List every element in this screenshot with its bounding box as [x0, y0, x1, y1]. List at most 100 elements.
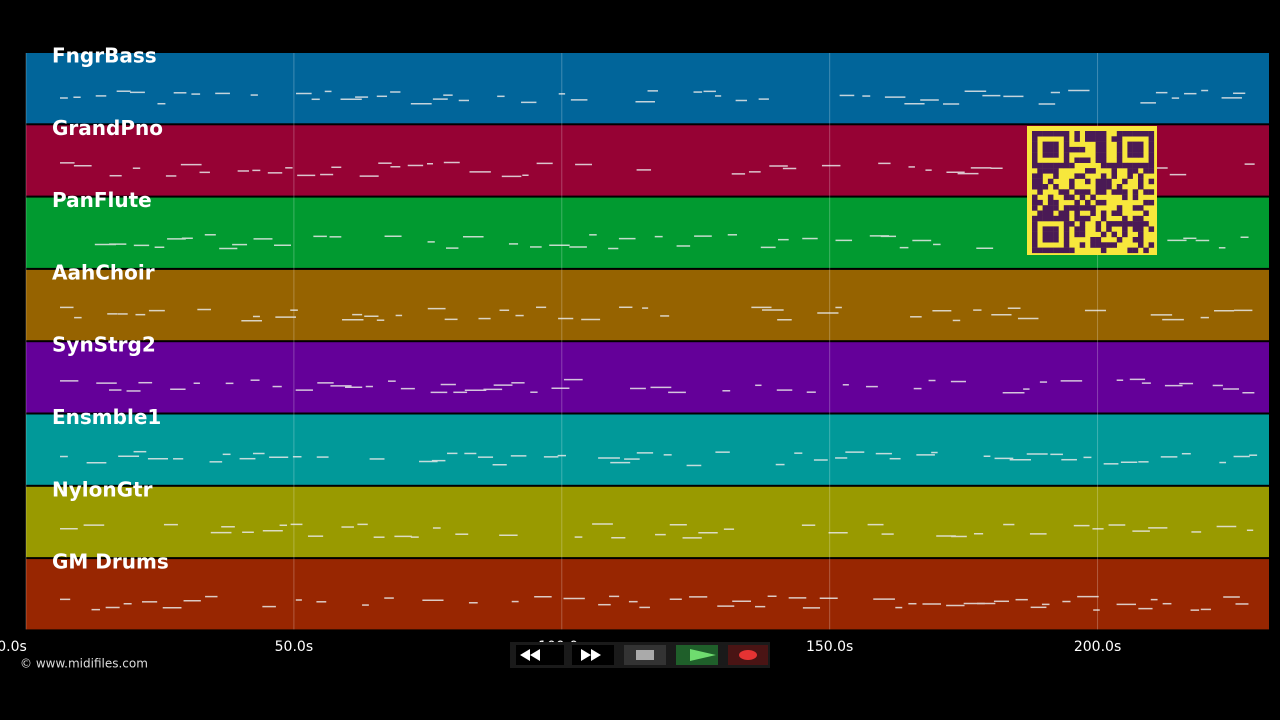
qr-cell [1053, 146, 1059, 153]
qr-cell [1132, 215, 1139, 222]
qr-cell [1032, 141, 1038, 148]
qr-cell [1127, 146, 1133, 153]
qr-cell [1100, 146, 1107, 153]
qr-cell [1100, 189, 1107, 195]
qr-cell [1127, 221, 1133, 227]
qr-cell [1090, 205, 1096, 211]
qr-cell [1042, 162, 1049, 169]
transport-controls [510, 642, 770, 668]
qr-cell [1100, 231, 1107, 238]
qr-cell [1063, 242, 1070, 248]
qr-cell [1100, 247, 1107, 254]
forward-button[interactable] [572, 645, 614, 665]
qr-cell [1042, 131, 1049, 137]
qr-cell [1106, 242, 1112, 248]
qr-cell [1132, 189, 1139, 195]
qr-cell [1090, 131, 1096, 137]
qr-cell [1111, 210, 1117, 216]
qr-cell [1095, 199, 1102, 206]
qr-cell [1095, 237, 1102, 243]
qr-cell [1127, 173, 1133, 179]
qr-cell [1132, 131, 1139, 137]
qr-cell [1111, 231, 1117, 238]
qr-cell [1122, 221, 1128, 227]
qr-cell [1143, 221, 1149, 227]
qr-cell [1106, 226, 1112, 232]
qr-cell [1116, 131, 1123, 137]
qr-cell [1063, 221, 1070, 227]
qr-cell [1138, 173, 1144, 179]
qr-cell [1116, 237, 1123, 243]
qr-cell [1032, 247, 1038, 254]
qr-cell [1063, 152, 1070, 158]
track-name: Ensmble1 [52, 405, 161, 429]
qr-cell [1106, 178, 1112, 185]
qr-cell [1132, 205, 1139, 211]
qr-cell [1095, 141, 1102, 148]
qr-cell [1053, 231, 1059, 238]
qr-cell [1079, 173, 1086, 179]
play-button[interactable] [676, 645, 718, 665]
qr-cell [1095, 152, 1102, 158]
track-name: GrandPno [52, 116, 163, 140]
qr-cell [1106, 184, 1112, 190]
qr-cell [1138, 231, 1144, 238]
qr-cell [1032, 157, 1038, 163]
qr-cell [1047, 146, 1054, 153]
qr-cell [1148, 162, 1155, 169]
qr-cell [1148, 226, 1155, 232]
qr-cell [1074, 199, 1080, 206]
qr-cell [1074, 136, 1080, 142]
qr-cell [1058, 189, 1064, 195]
qr-cell [1095, 189, 1102, 195]
record-button[interactable] [728, 645, 768, 665]
stop-button[interactable] [624, 645, 666, 665]
qr-cell [1037, 178, 1043, 185]
qr-cell [1100, 157, 1107, 163]
qr-cell [1132, 152, 1139, 158]
qr-cell [1032, 205, 1038, 211]
notes [60, 450, 1258, 467]
qr-cell [1053, 247, 1059, 254]
qr-cell [1138, 242, 1144, 248]
qr-cell [1069, 221, 1075, 227]
qr-cell [1037, 210, 1043, 216]
qr-cell [1085, 131, 1091, 137]
qr-cell [1053, 168, 1059, 174]
rewind-button[interactable] [516, 645, 564, 665]
qr-cell [1063, 136, 1070, 142]
qr-cell [1116, 205, 1123, 211]
qr-cell [1047, 194, 1054, 201]
qr-cell [1058, 247, 1064, 254]
qr-cell [1047, 178, 1054, 185]
qr-cell [1032, 237, 1038, 243]
qr-cell [1116, 210, 1123, 216]
qr-cell [1032, 162, 1038, 169]
qr-cell [1090, 136, 1096, 142]
qr-cell [1116, 162, 1123, 169]
qr-cell [1069, 205, 1075, 211]
qr-cell [1116, 189, 1123, 195]
time-tick-label: 150.0s [806, 639, 853, 655]
notes [60, 89, 1246, 105]
qr-cell [1032, 184, 1038, 190]
qr-cell [1047, 247, 1054, 254]
qr-cell [1079, 205, 1086, 211]
qr-cell [1079, 242, 1086, 248]
qr-cell [1063, 194, 1070, 201]
qr-cell [1138, 178, 1144, 185]
qr-cell [1138, 162, 1144, 169]
qr-cell [1148, 199, 1155, 206]
qr-cell [1148, 178, 1155, 185]
qr-cell [1053, 215, 1059, 222]
qr-cell [1106, 162, 1112, 169]
qr-cell [1058, 131, 1064, 137]
qr-cell [1042, 247, 1049, 254]
time-tick-label: 50.0s [275, 639, 313, 655]
qr-cell [1053, 141, 1059, 148]
qr-cell [1132, 146, 1139, 153]
notes [60, 306, 1253, 322]
qr-cell [1037, 162, 1043, 169]
qr-cell [1047, 131, 1054, 137]
notes [60, 595, 1249, 611]
